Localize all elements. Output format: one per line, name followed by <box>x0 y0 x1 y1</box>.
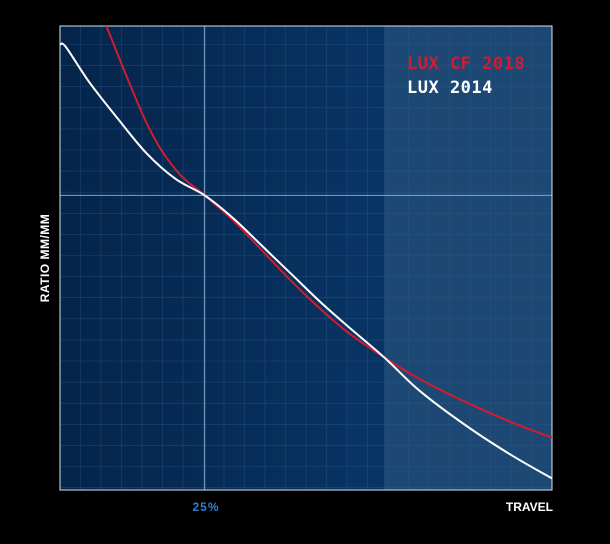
x-axis-label: TRAVEL <box>505 500 553 514</box>
legend-entry-lux-cf-2018: LUX CF 2018 <box>407 54 526 74</box>
legend: LUX CF 2018 LUX 2014 <box>407 52 525 100</box>
x-tick-label-25: 25% <box>192 500 220 514</box>
shaded-region <box>384 26 552 490</box>
legend-entry-lux-2014: LUX 2014 <box>407 78 493 98</box>
plot-frame <box>59 25 553 491</box>
series-line-lux-2014 <box>60 42 552 480</box>
series-line-lux-cf-2018 <box>105 26 552 439</box>
y-axis-label: RATIO MM/MM <box>38 213 52 303</box>
